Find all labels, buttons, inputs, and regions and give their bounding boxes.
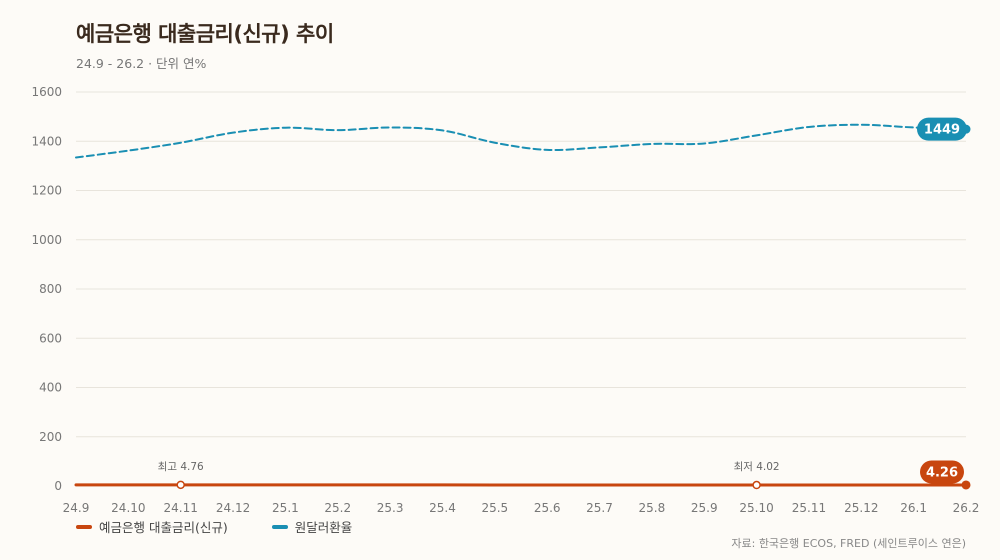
x-tick-label: 25.12 [844,501,878,515]
legend-item-rate: 예금은행 대출금리(신규) [76,517,228,536]
series-end-point [961,480,971,490]
legend-item-fx: 원달러환율 [271,517,353,536]
end-label-text: 4.26 [926,465,958,480]
annotation-point [752,480,761,490]
y-tick-label: 1600 [31,85,62,99]
x-tick-label: 25.9 [691,501,718,515]
end-labels: 4.26 1449 [917,117,967,484]
annotation-point [176,480,185,490]
legend-label-rate: 예금은행 대출금리(신규) [99,520,228,535]
end-label-text: 1449 [924,123,960,138]
series-line-fx [75,123,967,159]
x-tick-label: 25.8 [639,501,666,515]
annotations: 최고 4.76 최저 4.02 [158,461,780,490]
series-markers [961,124,971,490]
x-tick-label: 24.10 [111,501,145,515]
annotation-label: 최고 4.76 [158,461,204,473]
x-tick-label: 25.3 [377,501,404,515]
grid-lines [76,91,966,487]
y-tick-label: 0 [54,479,62,493]
x-tick-label: 26.1 [900,501,927,515]
y-tick-label: 1000 [31,233,62,247]
x-tick-label: 25.4 [429,501,456,515]
x-tick-label: 26.2 [953,501,980,515]
x-tick-label: 25.7 [586,501,613,515]
annotation-label: 최저 4.02 [734,461,780,473]
y-tick-label: 1200 [31,184,62,198]
y-tick-label: 800 [39,282,62,296]
chart-title: 예금은행 대출금리(신규) 추이 [76,22,334,46]
legend-swatch-fx [271,524,288,529]
x-tick-label: 25.10 [739,501,773,515]
x-tick-label: 25.6 [534,501,561,515]
legend: 예금은행 대출금리(신규) 원달러환율 [76,517,352,536]
y-tick-label: 600 [39,331,62,345]
x-tick-label: 24.9 [63,501,90,515]
y-tick-label: 200 [39,430,62,444]
x-tick-label: 25.1 [272,501,299,515]
chart-subtitle: 24.9 - 26.2 · 단위 연% [76,56,207,71]
source-note: 자료: 한국은행 ECOS, FRED (세인트루이스 연은) [731,537,966,550]
x-tick-label: 25.2 [324,501,351,515]
y-tick-labels: 0 200 400 600 800 1000 1200 1400 1600 [31,85,62,493]
y-tick-label: 400 [39,381,62,395]
y-tick-label: 1400 [31,134,62,148]
end-label-badge [917,117,967,141]
x-tick-label: 25.11 [792,501,826,515]
x-tick-labels: 24.9 24.10 24.11 24.12 25.1 25.2 25.3 25.4 25.5 2… [63,501,980,515]
x-tick-label: 24.11 [164,501,198,515]
x-tick-label: 24.12 [216,501,250,515]
legend-swatch-rate [76,524,92,529]
legend-label-fx: 원달러환율 [294,520,353,535]
end-label-badge [920,460,964,484]
series-lines [74,123,968,487]
x-tick-label: 25.5 [481,501,508,515]
